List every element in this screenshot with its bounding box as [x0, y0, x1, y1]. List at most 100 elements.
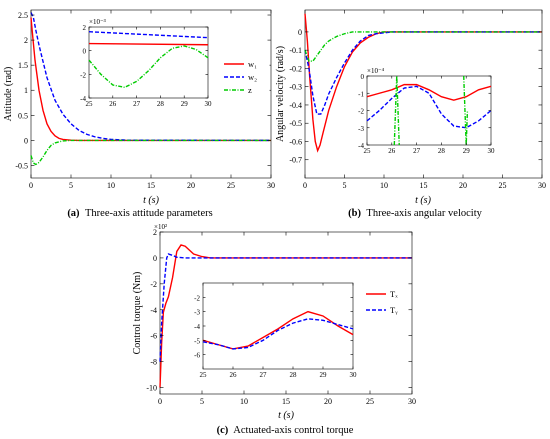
inset-series-line — [366, 83, 492, 101]
main-y-tick-label: -0.1 — [289, 46, 302, 55]
main-y-tick-label: 2 — [24, 36, 28, 45]
main-x-tick-label: 15 — [147, 181, 155, 190]
inset-x-tick-label: 30 — [350, 371, 358, 379]
main-x-tick-label: 10 — [240, 397, 248, 406]
inset-y-tick-label: -4 — [194, 323, 200, 331]
main-x-tick-label: 10 — [380, 181, 388, 190]
main-y-tick-label: -0.3 — [289, 83, 302, 92]
main-y-tick-label: 1 — [24, 86, 28, 95]
caption-text: Three-axis attitude parameters — [85, 208, 213, 219]
x-axis-label: t (s) — [143, 195, 160, 206]
caption-tag: (b) — [348, 208, 361, 219]
inset-y-tick-label: -2 — [194, 294, 200, 302]
legend-label-z: z — [248, 85, 252, 95]
main-y-tick-label: -0.4 — [289, 101, 302, 110]
legend-label-ty: Tᵧ — [390, 305, 398, 316]
main-series-line — [304, 31, 542, 115]
main-x-tick-label: 20 — [324, 397, 332, 406]
inset-x-tick-label: 25 — [364, 147, 372, 155]
inset-x-tick-label: 30 — [205, 100, 213, 108]
inset-y-tick-label: -1 — [358, 90, 364, 98]
inset-y-tick-label: 0 — [361, 73, 365, 81]
main-x-tick-label: 25 — [499, 181, 507, 190]
inset-y-tick-label: -3 — [358, 125, 364, 133]
inset-series-line — [202, 318, 354, 350]
inset-series-line — [88, 45, 209, 89]
inset-x-tick-label: 27 — [133, 100, 141, 108]
inset-x-tick-label: 28 — [157, 100, 165, 108]
main-x-tick-label: 25 — [227, 181, 235, 190]
inset-x-tick-label: 28 — [438, 147, 446, 155]
main-y-tick-label: -2 — [150, 280, 157, 289]
main-y-tick-label: -0.5 — [15, 161, 28, 170]
inset-y-tick-label: -2 — [80, 71, 86, 79]
y-axis-label: Angular velocity (rad/s) — [275, 46, 286, 142]
main-x-tick-label: 0 — [29, 181, 33, 190]
inset-multiplier: ×10⁻³ — [89, 18, 106, 26]
main-y-tick-label: -0.5 — [289, 119, 302, 128]
caption-tag: (a) — [67, 208, 80, 219]
legend: w₁ w₂ z — [220, 56, 270, 100]
caption-text: Actuated-axis control torque — [233, 425, 353, 436]
caption-tag: (c) — [217, 425, 229, 436]
main-x-tick-label: 30 — [267, 181, 275, 190]
inset-x-tick-label: 27 — [413, 147, 421, 155]
main-x-tick-label: 20 — [459, 181, 467, 190]
main-x-tick-label: 5 — [200, 397, 204, 406]
inset-series-line — [393, 75, 400, 146]
panel-a-attitude: 0 5 10 15 20 25 30-0.500.511.522.5 25 26 27 28 29 3… — [3, 9, 275, 219]
main-series-line — [159, 244, 412, 388]
inset-y-tick-label: -2 — [358, 108, 364, 116]
legend-box — [361, 285, 409, 321]
inset-multiplier: ×10⁻⁴ — [367, 67, 385, 75]
inset-x-tick-label: 25 — [200, 371, 208, 379]
main-x-tick-label: 15 — [420, 181, 428, 190]
inset-x-tick-label: 29 — [463, 147, 471, 155]
main-y-tick-label: -0.7 — [289, 156, 302, 165]
axis-multiplier: ×10² — [154, 223, 167, 231]
main-series-line — [30, 139, 271, 166]
inset-y-tick-label: 0 — [83, 48, 87, 56]
inset-x-tick-label: 26 — [230, 371, 238, 379]
main-y-tick-label: 0 — [24, 136, 28, 145]
main-y-tick-label: -10 — [146, 384, 157, 393]
main-y-tick-label: 0 — [298, 28, 302, 37]
legend-label-w1: w₁ — [248, 59, 257, 69]
legend: Tₓ Tᵧ — [361, 285, 409, 321]
main-y-tick-label: -0.2 — [289, 64, 302, 73]
panel-caption: (a) Three-axis attitude parameters — [67, 208, 212, 219]
legend-label-w2: w₂ — [248, 72, 257, 82]
inset-x-tick-label: 26 — [388, 147, 396, 155]
main-x-tick-label: 0 — [303, 181, 307, 190]
main-x-tick-label: 20 — [187, 181, 195, 190]
panel-c-control-torque: 0 5 10 15 20 25 30 -10 -8 -6 -4 -2 0 2 ×10² 25 26 27 28 2… — [132, 223, 416, 436]
inset-series-line — [88, 31, 209, 39]
inset-frame — [202, 282, 354, 370]
x-axis-label: t (s) — [278, 410, 295, 421]
main-x-tick-label: 5 — [69, 181, 73, 190]
main-x-tick-label: 15 — [282, 397, 290, 406]
inset-series-line — [88, 42, 209, 46]
inset-x-tick-label: 25 — [86, 100, 94, 108]
inset-y-tick-label: -4 — [80, 95, 86, 103]
x-axis-label: t (s) — [415, 195, 432, 206]
caption-text: Three-axis angular velocity — [366, 208, 482, 219]
main-y-tick-label: 0.5 — [18, 111, 28, 120]
main-x-tick-label: 30 — [538, 181, 546, 190]
main-y-tick-label: -8 — [150, 358, 157, 367]
main-x-tick-label: 10 — [107, 181, 115, 190]
main-series-line — [30, 17, 271, 142]
main-x-tick-label: 25 — [366, 397, 374, 406]
inset-y-tick-label: -3 — [194, 309, 200, 317]
inset-series-line — [366, 85, 492, 129]
y-axis-label: Control torque (Nm) — [132, 272, 143, 355]
inset-x-tick-label: 29 — [181, 100, 189, 108]
main-x-tick-label: 30 — [408, 397, 416, 406]
main-y-tick-label: 2 — [153, 228, 157, 237]
main-x-tick-label: 5 — [343, 181, 347, 190]
main-x-tick-label: 0 — [158, 397, 162, 406]
y-axis-label: Attitude (rad) — [3, 67, 14, 122]
main-y-tick-label: 0 — [153, 254, 157, 263]
inset-frame — [366, 75, 492, 146]
panel-b-angular-velocity: 0 5 10 15 20 25 30 -0.7 -0.6 -0.5 -0.4 -0.3 -0.2 -0.1… — [275, 9, 546, 219]
